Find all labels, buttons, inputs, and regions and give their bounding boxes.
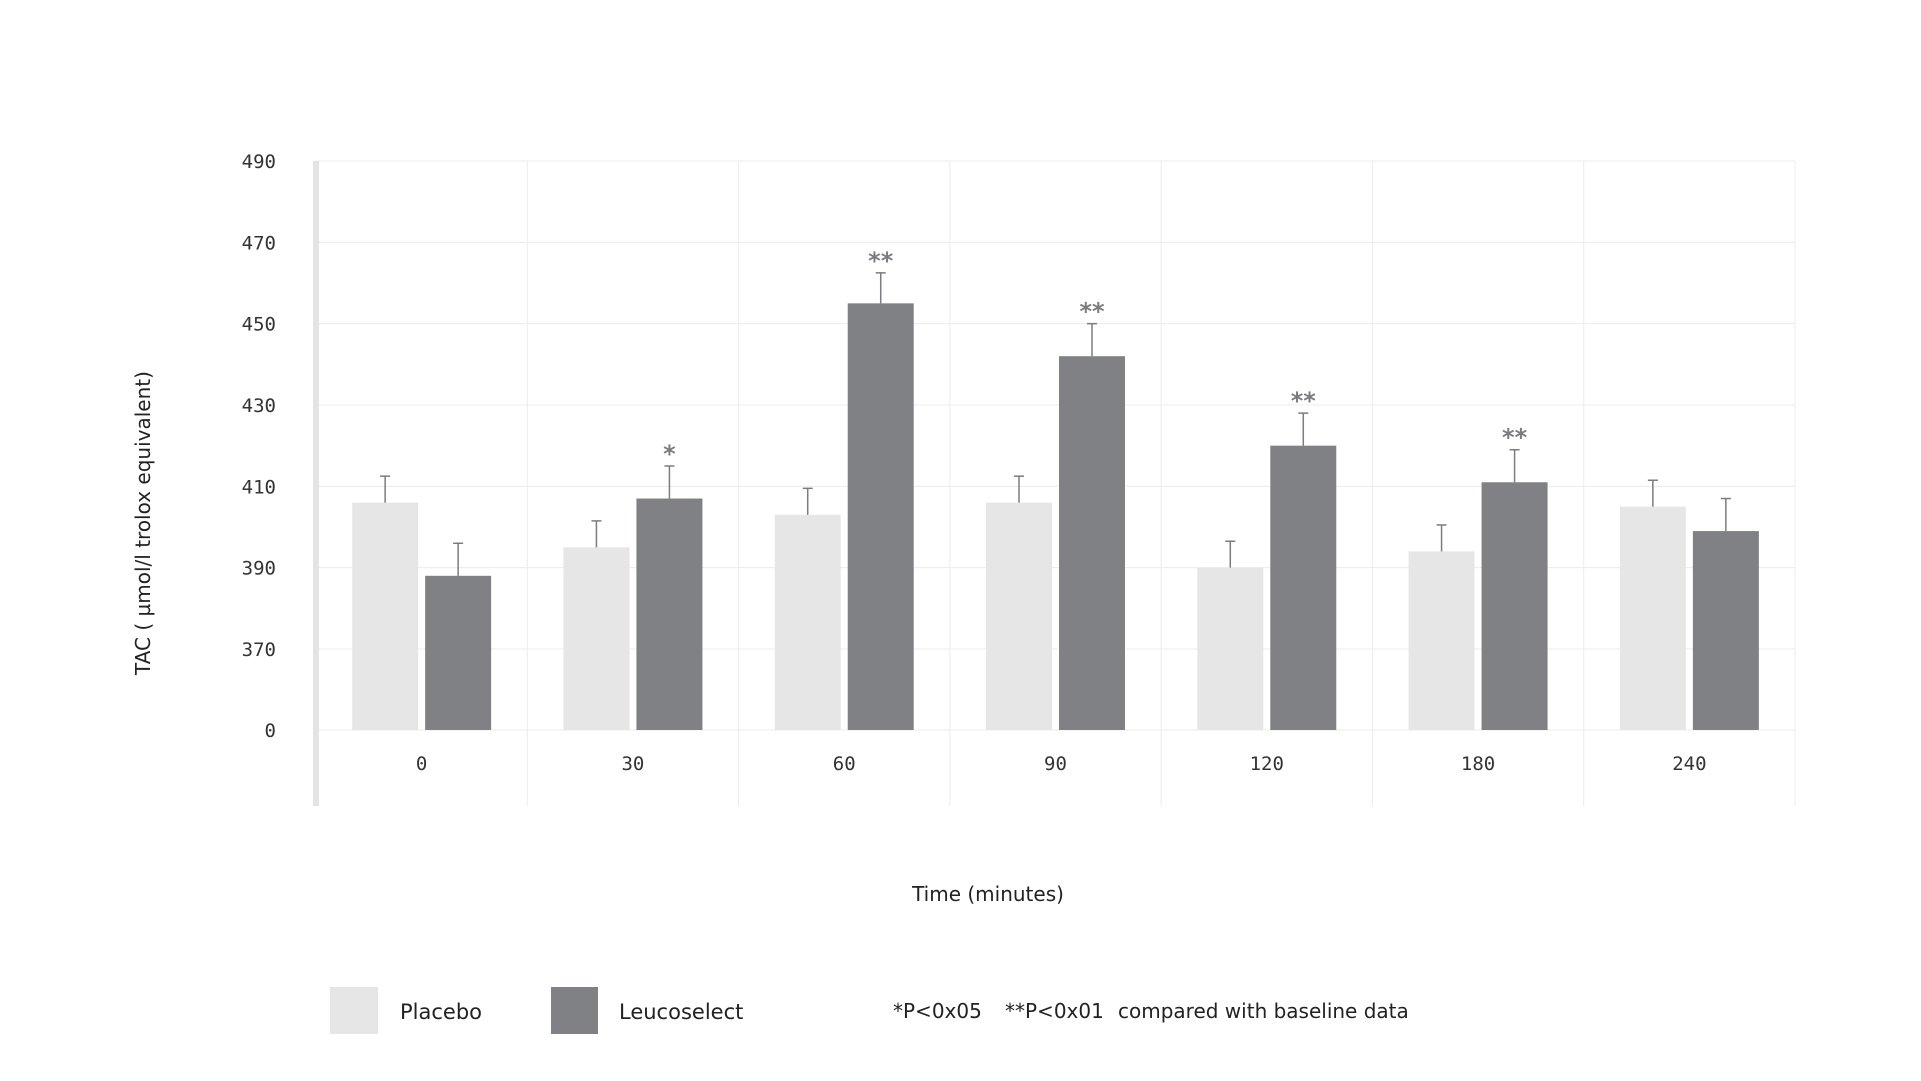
bar-placebo: [1197, 567, 1264, 730]
y-tick-label: 370: [242, 639, 276, 661]
significance-mark: **: [868, 247, 894, 275]
legend-swatch-placebo: [330, 987, 378, 1034]
y-tick-label: 410: [242, 476, 276, 498]
bar-placebo: [774, 514, 841, 730]
y-axis-line: [313, 161, 319, 806]
bar-leucoselect: [1270, 445, 1337, 730]
footnote-p01: **P<0x01: [1005, 999, 1104, 1023]
bar-placebo: [563, 547, 630, 730]
bar-leucoselect: [1059, 356, 1125, 730]
significance-mark: *: [663, 440, 676, 468]
footnote-p05: *P<0x05: [893, 999, 982, 1023]
x-tick-label: 0: [416, 753, 427, 775]
y-tick-label: 390: [242, 558, 276, 580]
significance-mark: **: [1291, 387, 1317, 415]
bar-leucoselect: [425, 575, 492, 730]
y-tick-label: 450: [242, 314, 276, 336]
x-tick-label: 120: [1250, 753, 1284, 775]
legend-label-leucoselect: Leucoselect: [619, 1000, 743, 1024]
x-axis-title: Time (minutes): [911, 882, 1064, 906]
y-tick-label: 490: [242, 151, 276, 173]
bar-placebo: [1619, 506, 1686, 730]
bar-placebo: [1408, 551, 1475, 730]
bar-leucoselect: [636, 498, 703, 730]
x-tick-label: 30: [621, 753, 644, 775]
bar-placebo: [986, 502, 1052, 730]
x-tick-label: 90: [1044, 753, 1067, 775]
chart-tick-labels: 0 370 390 410 430 450 470 490 0 30 60 90 120 180 240: [242, 151, 1707, 775]
bar-leucoselect: [847, 303, 914, 730]
legend: Placebo Leucoselect: [330, 987, 743, 1034]
footnote-text: compared with baseline data: [1118, 999, 1409, 1023]
y-tick-label: 470: [242, 232, 276, 254]
bar-leucoselect: [1481, 482, 1548, 730]
bar-placebo: [352, 502, 419, 730]
chart-grid: [316, 160, 1796, 806]
chart-bars: *********: [352, 247, 1759, 730]
legend-swatch-leucoselect: [551, 987, 598, 1034]
y-tick-label: 0: [265, 720, 276, 742]
y-tick-label: 430: [242, 395, 276, 417]
bar-leucoselect: [1692, 531, 1759, 730]
y-axis-title: TAC ( µmol/l trolox equivalent): [131, 371, 155, 676]
x-tick-label: 240: [1672, 753, 1706, 775]
legend-label-placebo: Placebo: [400, 1000, 482, 1024]
significance-footnote: *P<0x05 **P<0x01 compared with baseline …: [893, 999, 1409, 1023]
significance-mark: **: [1502, 424, 1528, 452]
x-tick-label: 180: [1461, 753, 1495, 775]
x-tick-label: 60: [833, 753, 856, 775]
significance-mark: **: [1079, 298, 1105, 326]
